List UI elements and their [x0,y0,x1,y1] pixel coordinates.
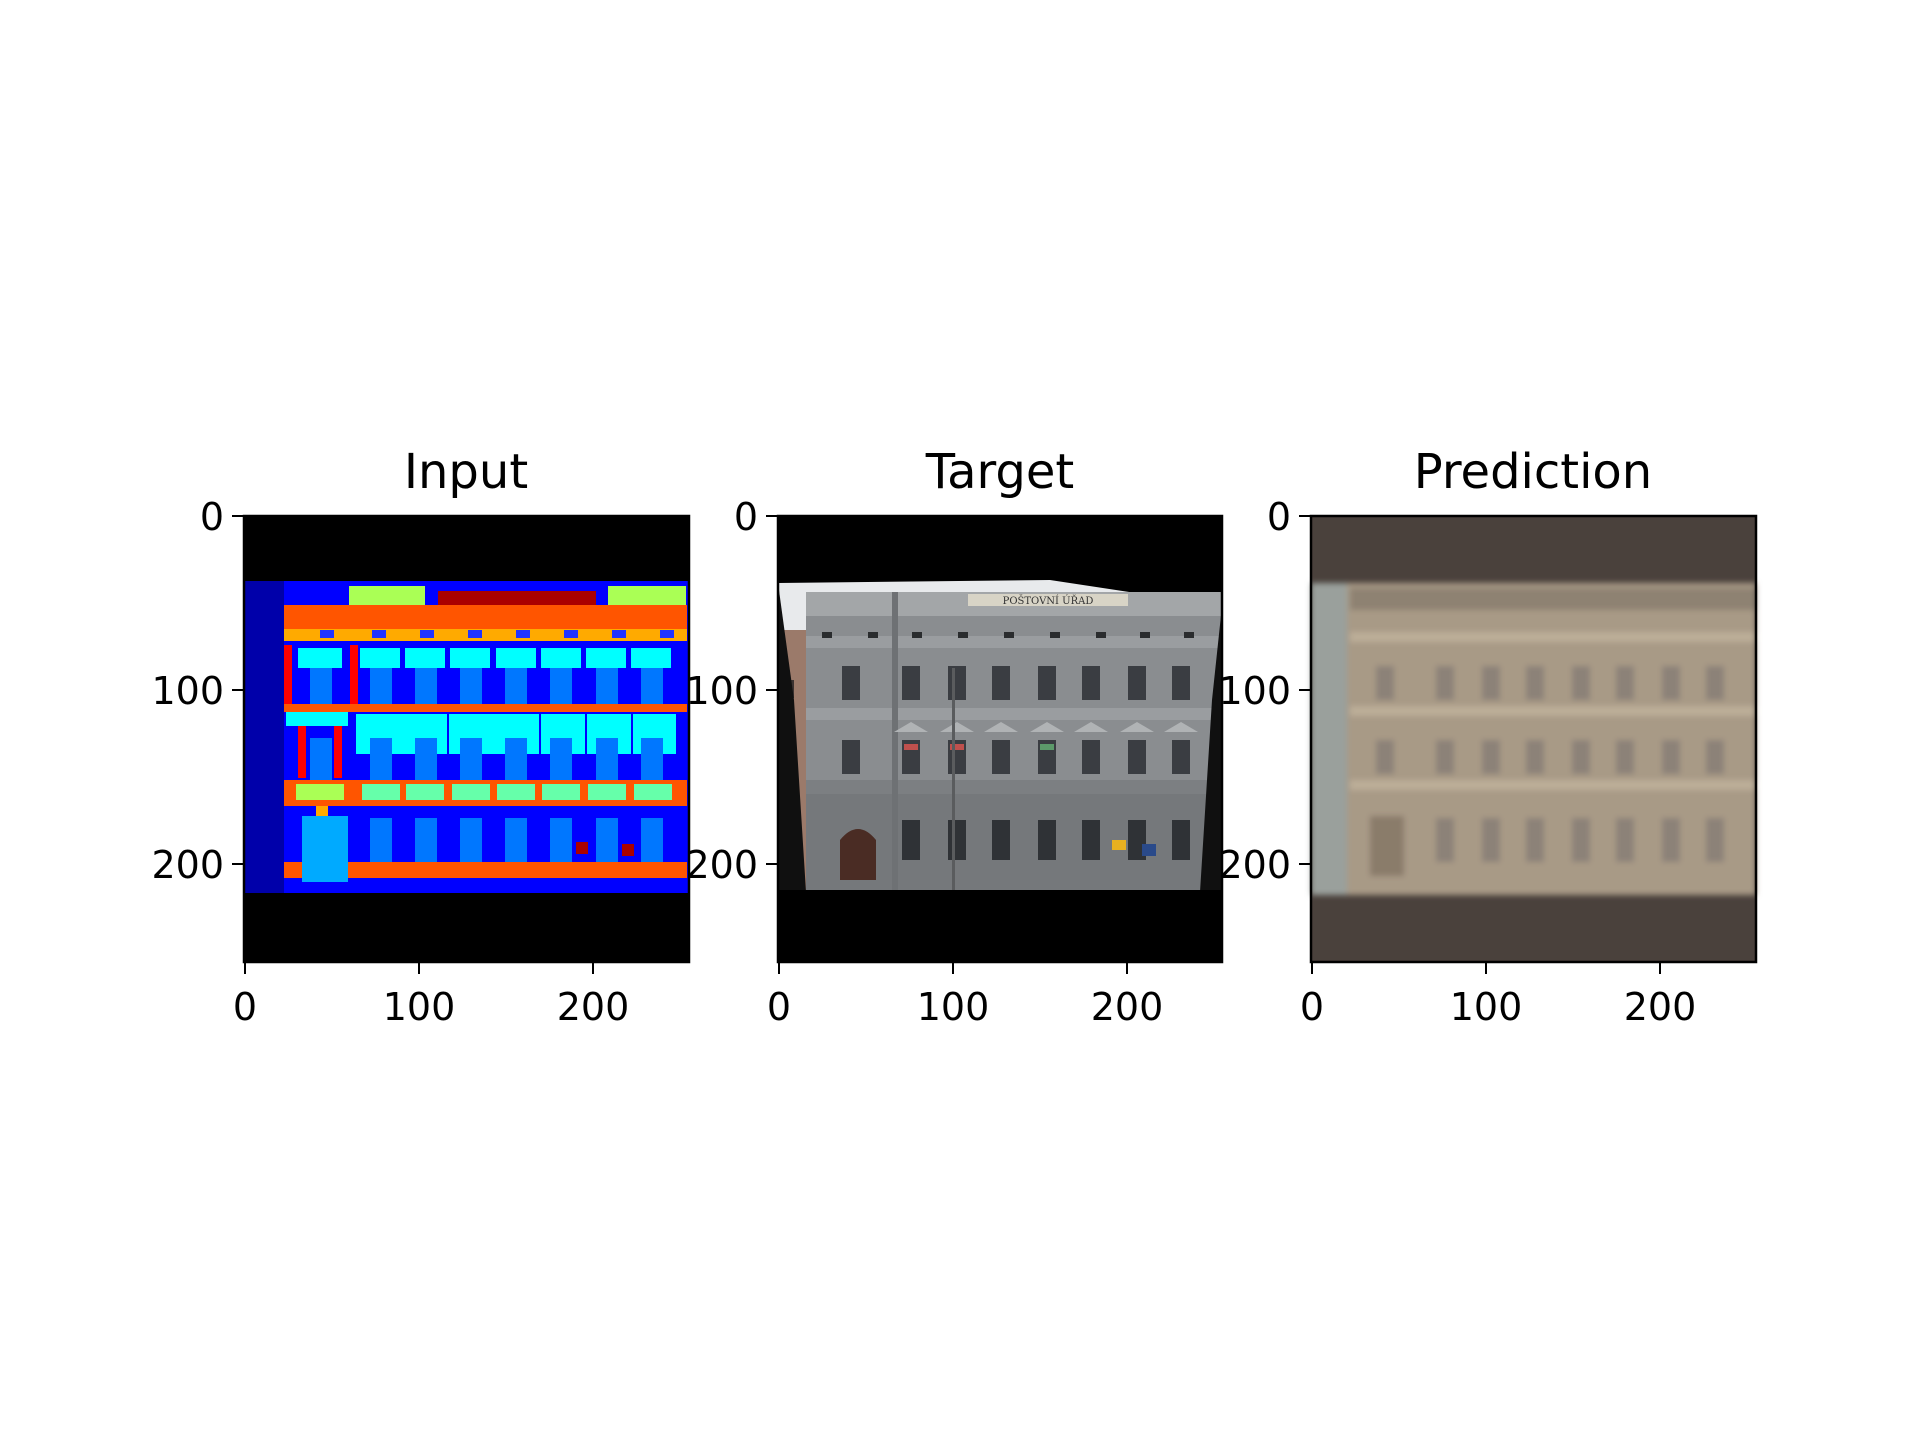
prediction-ytick-200: 200 [1218,843,1291,887]
prediction-xtick-200: 200 [1624,985,1697,1029]
input-segmentation-image [244,516,689,962]
input-x-axis [244,962,594,974]
prediction-ytick-0: 0 [1267,495,1291,539]
target-panel: Target POŠTOVNÍ ÚŘAD [685,444,1224,1029]
target-panel-title: Target [925,444,1075,500]
prediction-ytick-100: 100 [1218,669,1291,713]
input-y-axis [232,515,244,865]
input-panel-title: Input [404,444,528,500]
prediction-xtick-0: 0 [1300,985,1324,1029]
input-ytick-100: 100 [151,669,224,713]
prediction-y-axis [1299,515,1311,865]
target-xtick-0: 0 [767,985,791,1029]
input-ytick-0: 0 [200,495,224,539]
prediction-image [1311,516,1756,962]
input-xtick-100: 100 [383,985,456,1029]
target-xtick-200: 200 [1091,985,1164,1029]
target-x-axis [778,962,1128,974]
prediction-xtick-100: 100 [1450,985,1523,1029]
target-ytick-0: 0 [734,495,758,539]
target-y-axis [766,515,778,865]
target-xtick-100: 100 [917,985,990,1029]
input-xtick-0: 0 [233,985,257,1029]
target-ytick-200: 200 [685,843,758,887]
target-ytick-100: 100 [685,669,758,713]
target-building-photo: POŠTOVNÍ ÚŘAD [778,516,1222,962]
prediction-panel: Prediction [1218,444,1758,1029]
prediction-panel-title: Prediction [1414,444,1652,500]
input-panel: Input [151,444,691,1029]
input-xtick-200: 200 [557,985,630,1029]
target-sign-text: POŠTOVNÍ ÚŘAD [1003,595,1094,607]
input-ytick-200: 200 [151,843,224,887]
prediction-x-axis [1311,962,1661,974]
